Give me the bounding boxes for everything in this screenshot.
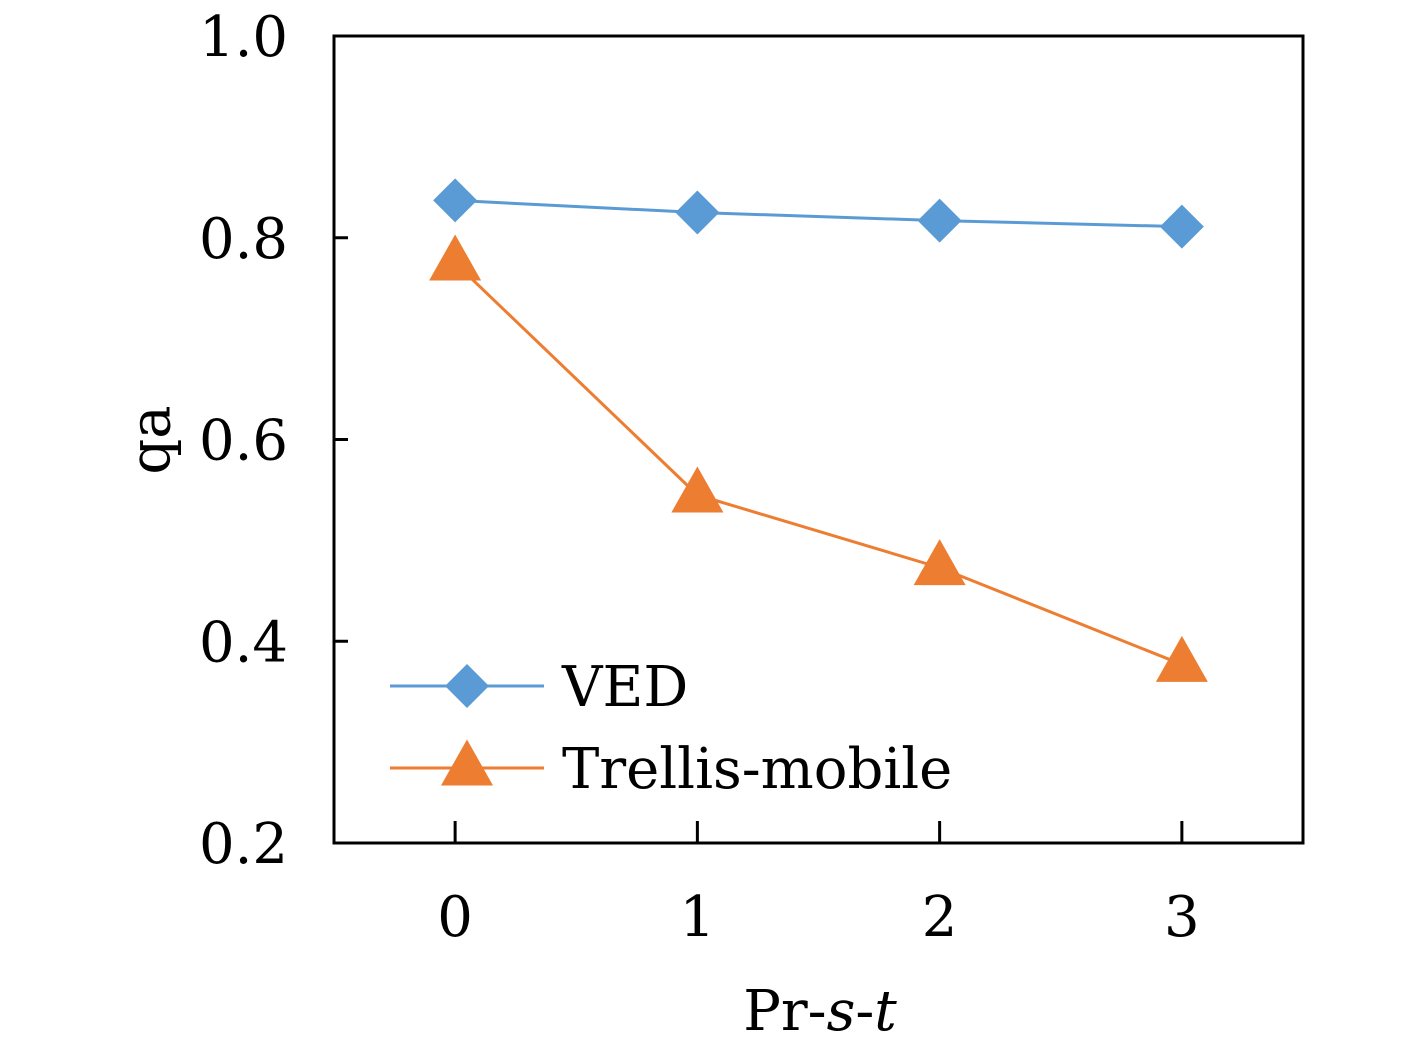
triangle-marker <box>429 234 482 281</box>
diamond-marker <box>675 190 720 235</box>
series-ved <box>433 178 1204 249</box>
x-axis-title: Pr-s-t <box>743 979 897 1039</box>
y-tick-label: 0.2 <box>199 812 288 877</box>
y-axis-ticks: 0.2 0.4 0.6 0.8 1.0 <box>199 5 348 877</box>
triangle-marker <box>671 466 724 513</box>
legend-label: Trellis-mobile <box>562 737 952 802</box>
legend-item: Trellis-mobile <box>390 737 952 802</box>
x-tick-label: 3 <box>1164 885 1200 950</box>
x-tick-label: 2 <box>922 885 958 950</box>
diamond-marker <box>445 664 489 708</box>
plot-area <box>332 34 1305 845</box>
x-axis-title-t: t <box>874 979 897 1039</box>
series-layer <box>429 178 1208 682</box>
diamond-marker <box>1159 204 1204 249</box>
x-axis-title-prefix: Pr- <box>743 979 826 1039</box>
y-tick-label: 1.0 <box>199 5 288 70</box>
x-axis-ticks: 0 1 2 3 <box>437 821 1200 950</box>
x-axis-title-dash: - <box>855 979 874 1039</box>
triangle-marker <box>441 739 493 786</box>
legend-label: VED <box>561 655 688 720</box>
triangle-marker <box>913 539 966 586</box>
series-line <box>454 261 1183 666</box>
x-axis-title-s: s <box>827 979 856 1039</box>
series-trellis-mobile <box>429 234 1208 682</box>
legend: VED Trellis-mobile <box>390 655 952 802</box>
triangle-marker <box>1155 635 1208 682</box>
series-line <box>455 198 1182 229</box>
y-tick-label: 0.4 <box>199 610 288 675</box>
legend-item: VED <box>390 655 688 720</box>
x-tick-label: 1 <box>680 885 716 950</box>
y-axis-title: qa <box>119 405 184 474</box>
diamond-marker <box>917 198 962 243</box>
y-tick-label: 0.6 <box>199 409 288 474</box>
diamond-marker <box>433 178 478 223</box>
x-tick-label: 0 <box>437 885 473 950</box>
y-tick-label: 0.8 <box>199 207 288 272</box>
